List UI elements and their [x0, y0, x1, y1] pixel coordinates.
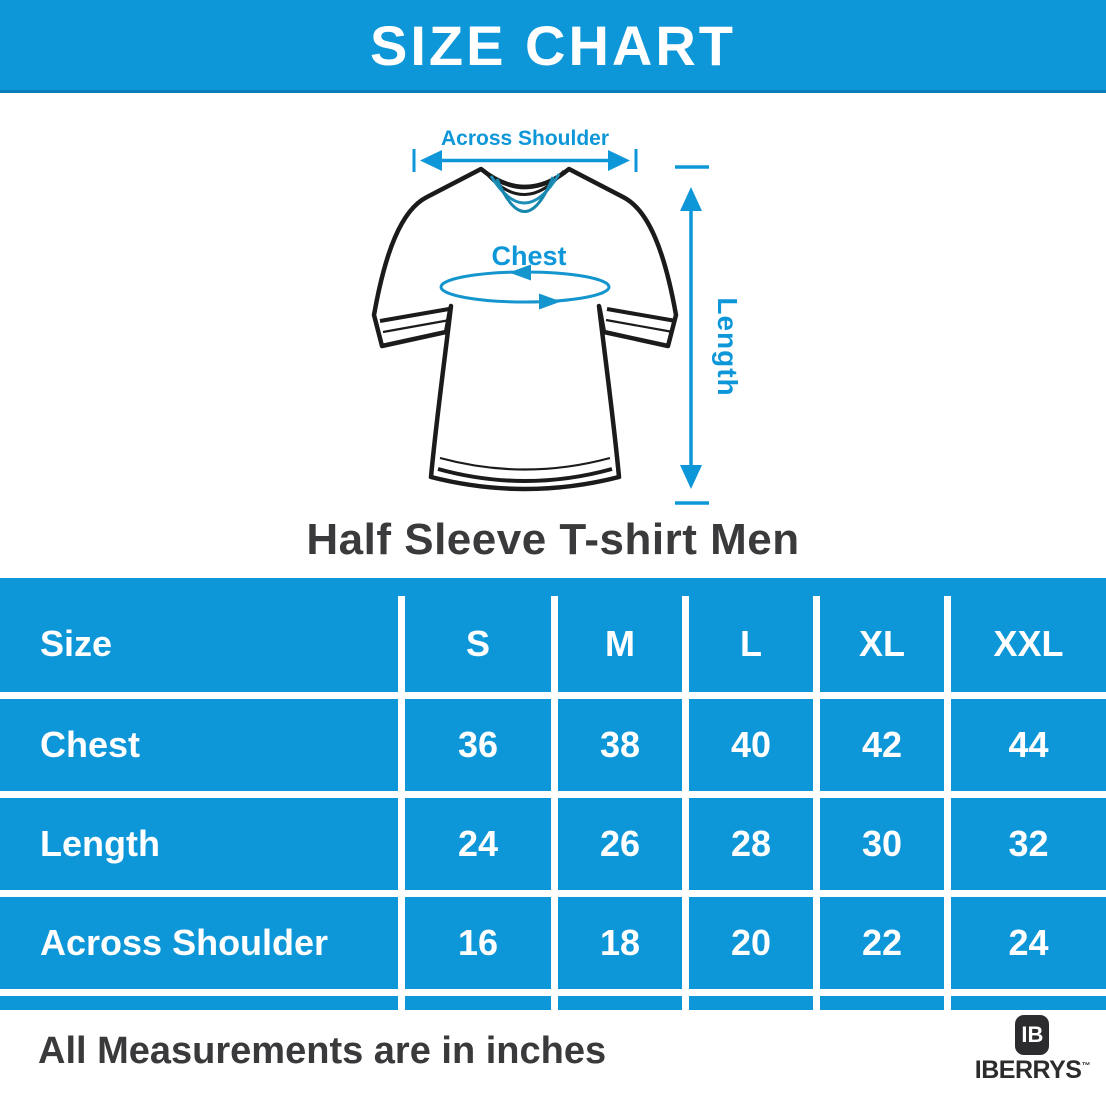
size-table: Size S M L XL XXL Chest 36 38 40 42 44 L…: [0, 578, 1106, 1010]
table-row-label: Length: [0, 798, 398, 890]
footer: All Measurements are in inches IB IBERRY…: [0, 1010, 1106, 1103]
chest-dimension: Chest: [439, 241, 611, 310]
table-cell: 24: [951, 897, 1106, 989]
arrow-down-icon: [680, 465, 702, 489]
table-cell: 22: [820, 897, 944, 989]
arrow-up-icon: [680, 187, 702, 211]
collar: [484, 170, 566, 213]
tshirt-body: [371, 166, 679, 492]
page-title: SIZE CHART: [370, 13, 736, 77]
table-header-l: L: [689, 596, 813, 692]
length-dimension: Length: [675, 165, 743, 505]
table-cell: 28: [689, 798, 813, 890]
sleeve-cuffs: [379, 307, 677, 334]
trademark-symbol: ™: [1081, 1060, 1091, 1071]
brand-monogram: IB: [1015, 1015, 1050, 1055]
table-top-bar: [0, 578, 1106, 596]
table-cell: 42: [820, 699, 944, 791]
table-cell: 30: [820, 798, 944, 890]
table-cell: 44: [951, 699, 1106, 791]
table-cell: 20: [689, 897, 813, 989]
table-header-s: S: [405, 596, 551, 692]
table-header-size: Size: [0, 596, 398, 692]
table-cell: 32: [951, 798, 1106, 890]
product-title: Half Sleeve T-shirt Men: [306, 515, 800, 564]
table-row-label: Across Shoulder: [0, 897, 398, 989]
table-bottom-strip: [951, 996, 1106, 1010]
table-bottom-strip: [405, 996, 551, 1010]
arrow-right-icon: [608, 150, 630, 171]
table-header-xxl: XXL: [951, 596, 1106, 692]
table-cell: 40: [689, 699, 813, 791]
tshirt-diagram-section: Across Shoulder: [0, 93, 1106, 578]
across-shoulder-label: Across Shoulder: [441, 127, 609, 150]
table-cell: 24: [405, 798, 551, 890]
tshirt-outline: [371, 166, 679, 492]
brand-name: IBERRYS™: [974, 1056, 1091, 1085]
chest-arrow-right-icon: [539, 293, 561, 310]
length-label: Length: [712, 297, 743, 396]
table-header-m: M: [558, 596, 682, 692]
brand-name-text: IBERRYS: [974, 1056, 1082, 1084]
table-grid: Size S M L XL XXL Chest 36 38 40 42 44 L…: [0, 596, 1106, 1010]
tshirt-illustration: Across Shoulder: [371, 127, 743, 505]
table-cell: 26: [558, 798, 682, 890]
table-cell: 36: [405, 699, 551, 791]
table-bottom-strip: [689, 996, 813, 1010]
brand-logo: IB IBERRYS™: [975, 1015, 1090, 1085]
table-cell: 38: [558, 699, 682, 791]
table-row-label: Chest: [0, 699, 398, 791]
arrow-left-icon: [420, 150, 442, 171]
table-header-xl: XL: [820, 596, 944, 692]
measurements-note: All Measurements are in inches: [38, 1030, 607, 1072]
bottom-hem: [437, 456, 613, 483]
table-bottom-strip: [558, 996, 682, 1010]
banner: SIZE CHART: [0, 0, 1106, 93]
across-shoulder-dimension: Across Shoulder: [412, 127, 638, 172]
table-cell: 18: [558, 897, 682, 989]
table-bottom-strip: [820, 996, 944, 1010]
table-cell: 16: [405, 897, 551, 989]
table-bottom-strip: [0, 996, 398, 1010]
chest-arrow-left-icon: [509, 264, 531, 281]
